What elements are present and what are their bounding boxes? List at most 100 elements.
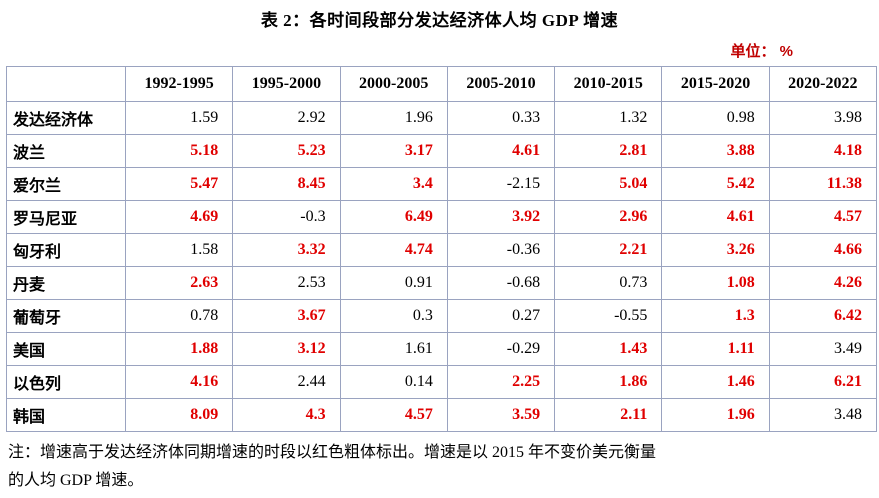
value-cell: 2.63	[124, 266, 234, 300]
value-cell: 4.69	[124, 200, 234, 234]
row-label: 匈牙利	[6, 233, 126, 267]
value-cell: 1.08	[661, 266, 770, 300]
value-cell: 3.4	[339, 167, 448, 201]
value-cell: 3.12	[232, 332, 341, 366]
value-cell: 1.32	[554, 101, 663, 135]
unit-label: 单位： %	[730, 43, 793, 60]
table-row: 发达经济体 1.59 2.92 1.96 0.33 1.32 0.98 3.98	[6, 101, 878, 135]
value-cell: -0.68	[446, 266, 556, 300]
value-cell: 3.98	[768, 101, 878, 135]
value-cell: 3.17	[339, 134, 448, 168]
value-cell: 2.11	[554, 398, 663, 432]
table-body: 发达经济体 1.59 2.92 1.96 0.33 1.32 0.98 3.98 波兰 5.18 5…	[6, 101, 878, 432]
value-cell: 3.67	[232, 299, 341, 333]
gdp-growth-table: 1992-1995 1995-2000 2000-2005 2005-2010 2010…	[6, 66, 878, 432]
value-cell: 3.92	[446, 200, 556, 234]
table-title: 表 2：各时间段部分发达经济体人均 GDP 增速	[260, 11, 619, 30]
value-cell: 0.91	[339, 266, 448, 300]
column-header: 1992-1995	[124, 66, 234, 102]
value-cell: 6.49	[339, 200, 448, 234]
value-cell: 2.96	[554, 200, 663, 234]
value-cell: 8.45	[232, 167, 341, 201]
value-cell: 4.61	[661, 200, 770, 234]
row-label: 葡萄牙	[6, 299, 126, 333]
corner-cell	[6, 66, 126, 102]
value-cell: 0.78	[124, 299, 234, 333]
table-header: 1992-1995 1995-2000 2000-2005 2005-2010 2010…	[6, 66, 878, 102]
value-cell: -2.15	[446, 167, 556, 201]
column-header: 2010-2015	[554, 66, 663, 102]
value-cell: -0.55	[554, 299, 663, 333]
table-row: 韩国 8.09 4.3 4.57 3.59 2.11 1.96 3.48	[6, 398, 878, 432]
value-cell: 1.96	[339, 101, 448, 135]
value-cell: 0.27	[446, 299, 556, 333]
value-cell: 2.92	[232, 101, 341, 135]
value-cell: 1.86	[554, 365, 663, 399]
value-cell: -0.29	[446, 332, 556, 366]
table-row: 波兰 5.18 5.23 3.17 4.61 2.81 3.88 4.18	[6, 134, 878, 168]
value-cell: 4.57	[768, 200, 878, 234]
value-cell: 6.21	[768, 365, 878, 399]
row-label: 波兰	[6, 134, 126, 168]
value-cell: 4.26	[768, 266, 878, 300]
header-row: 1992-1995 1995-2000 2000-2005 2005-2010 2010…	[6, 66, 878, 102]
value-cell: 5.04	[554, 167, 663, 201]
value-cell: 0.73	[554, 266, 663, 300]
value-cell: 5.42	[661, 167, 770, 201]
table-row: 美国 1.88 3.12 1.61 -0.29 1.43 1.11 3.49	[6, 332, 878, 366]
value-cell: 1.11	[661, 332, 770, 366]
value-cell: 1.58	[124, 233, 234, 267]
value-cell: 0.14	[339, 365, 448, 399]
value-cell: 3.26	[661, 233, 770, 267]
table-row: 以色列 4.16 2.44 0.14 2.25 1.86 1.46 6.21	[6, 365, 878, 399]
row-label: 爱尔兰	[6, 167, 126, 201]
value-cell: 6.42	[768, 299, 878, 333]
value-cell: 3.49	[768, 332, 878, 366]
value-cell: 4.16	[124, 365, 234, 399]
value-cell: 4.18	[768, 134, 878, 168]
value-cell: 4.74	[339, 233, 448, 267]
note-line-1: 注：增速高于发达经济体同期增速的时段以红色粗体标出。增速是以 2015 年不变价…	[8, 444, 657, 461]
value-cell: 3.88	[661, 134, 770, 168]
value-cell: 3.48	[768, 398, 878, 432]
row-label: 韩国	[6, 398, 126, 432]
table-row: 丹麦 2.63 2.53 0.91 -0.68 0.73 1.08 4.26	[6, 266, 878, 300]
value-cell: 0.33	[446, 101, 556, 135]
value-cell: 1.88	[124, 332, 234, 366]
value-cell: 11.38	[768, 167, 878, 201]
column-header: 1995-2000	[232, 66, 341, 102]
value-cell: -0.36	[446, 233, 556, 267]
row-label: 发达经济体	[6, 101, 126, 135]
value-cell: 2.81	[554, 134, 663, 168]
value-cell: 4.61	[446, 134, 556, 168]
table-row: 葡萄牙 0.78 3.67 0.3 0.27 -0.55 1.3 6.42	[6, 299, 878, 333]
column-header: 2020-2022	[768, 66, 878, 102]
value-cell: 0.3	[339, 299, 448, 333]
row-label: 罗马尼亚	[6, 200, 126, 234]
value-cell: 4.66	[768, 233, 878, 267]
value-cell: 3.59	[446, 398, 556, 432]
row-label: 以色列	[6, 365, 126, 399]
table-row: 匈牙利 1.58 3.32 4.74 -0.36 2.21 3.26 4.66	[6, 233, 878, 267]
value-cell: 1.46	[661, 365, 770, 399]
value-cell: 4.57	[339, 398, 448, 432]
note-line-2: 的人均 GDP 增速。	[8, 472, 144, 489]
value-cell: 1.96	[661, 398, 770, 432]
value-cell: 1.3	[661, 299, 770, 333]
column-header: 2005-2010	[446, 66, 556, 102]
row-label: 丹麦	[6, 266, 126, 300]
value-cell: 5.47	[124, 167, 234, 201]
value-cell: 3.32	[232, 233, 341, 267]
value-cell: 1.43	[554, 332, 663, 366]
value-cell: 0.98	[661, 101, 770, 135]
value-cell: -0.3	[232, 200, 341, 234]
value-cell: 8.09	[124, 398, 234, 432]
row-label: 美国	[6, 332, 126, 366]
value-cell: 5.18	[124, 134, 234, 168]
value-cell: 1.59	[124, 101, 234, 135]
table-notes: 注：增速高于发达经济体同期增速的时段以红色粗体标出。增速是以 2015 年不变价…	[8, 439, 879, 498]
value-cell: 5.23	[232, 134, 341, 168]
value-cell: 1.61	[339, 332, 448, 366]
column-header: 2015-2020	[661, 66, 770, 102]
table-row: 爱尔兰 5.47 8.45 3.4 -2.15 5.04 5.42 11.38	[6, 167, 878, 201]
